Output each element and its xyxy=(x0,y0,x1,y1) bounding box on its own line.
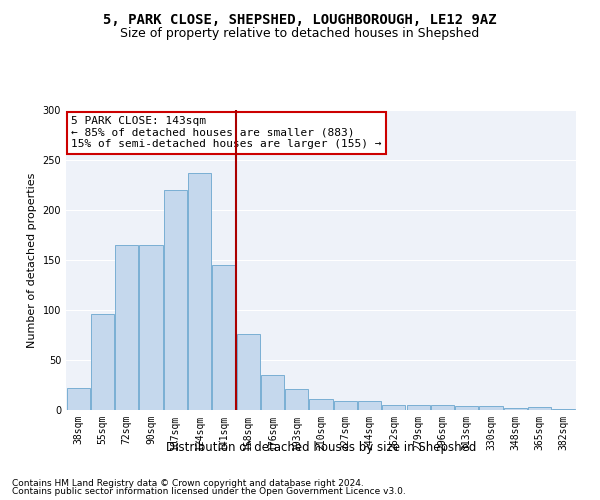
Bar xyxy=(67,388,89,410)
Bar xyxy=(188,173,211,410)
Y-axis label: Number of detached properties: Number of detached properties xyxy=(27,172,37,348)
Bar xyxy=(334,401,357,410)
Bar xyxy=(212,265,235,410)
Bar xyxy=(139,245,163,410)
Bar xyxy=(528,407,551,410)
Bar xyxy=(407,405,430,410)
Bar xyxy=(261,375,284,410)
Bar xyxy=(504,408,527,410)
Text: Contains public sector information licensed under the Open Government Licence v3: Contains public sector information licen… xyxy=(12,487,406,496)
Bar xyxy=(455,406,478,410)
Text: 5, PARK CLOSE, SHEPSHED, LOUGHBOROUGH, LE12 9AZ: 5, PARK CLOSE, SHEPSHED, LOUGHBOROUGH, L… xyxy=(103,12,497,26)
Bar xyxy=(431,405,454,410)
Bar xyxy=(164,190,187,410)
Bar xyxy=(358,401,381,410)
Text: Size of property relative to detached houses in Shepshed: Size of property relative to detached ho… xyxy=(121,28,479,40)
Bar xyxy=(479,406,503,410)
Bar xyxy=(115,245,138,410)
Bar xyxy=(382,405,406,410)
Bar xyxy=(236,334,260,410)
Bar xyxy=(310,399,332,410)
Text: Contains HM Land Registry data © Crown copyright and database right 2024.: Contains HM Land Registry data © Crown c… xyxy=(12,478,364,488)
Bar xyxy=(91,314,114,410)
Text: Distribution of detached houses by size in Shepshed: Distribution of detached houses by size … xyxy=(166,441,476,454)
Bar xyxy=(285,389,308,410)
Text: 5 PARK CLOSE: 143sqm
← 85% of detached houses are smaller (883)
15% of semi-deta: 5 PARK CLOSE: 143sqm ← 85% of detached h… xyxy=(71,116,382,149)
Bar xyxy=(553,409,575,410)
